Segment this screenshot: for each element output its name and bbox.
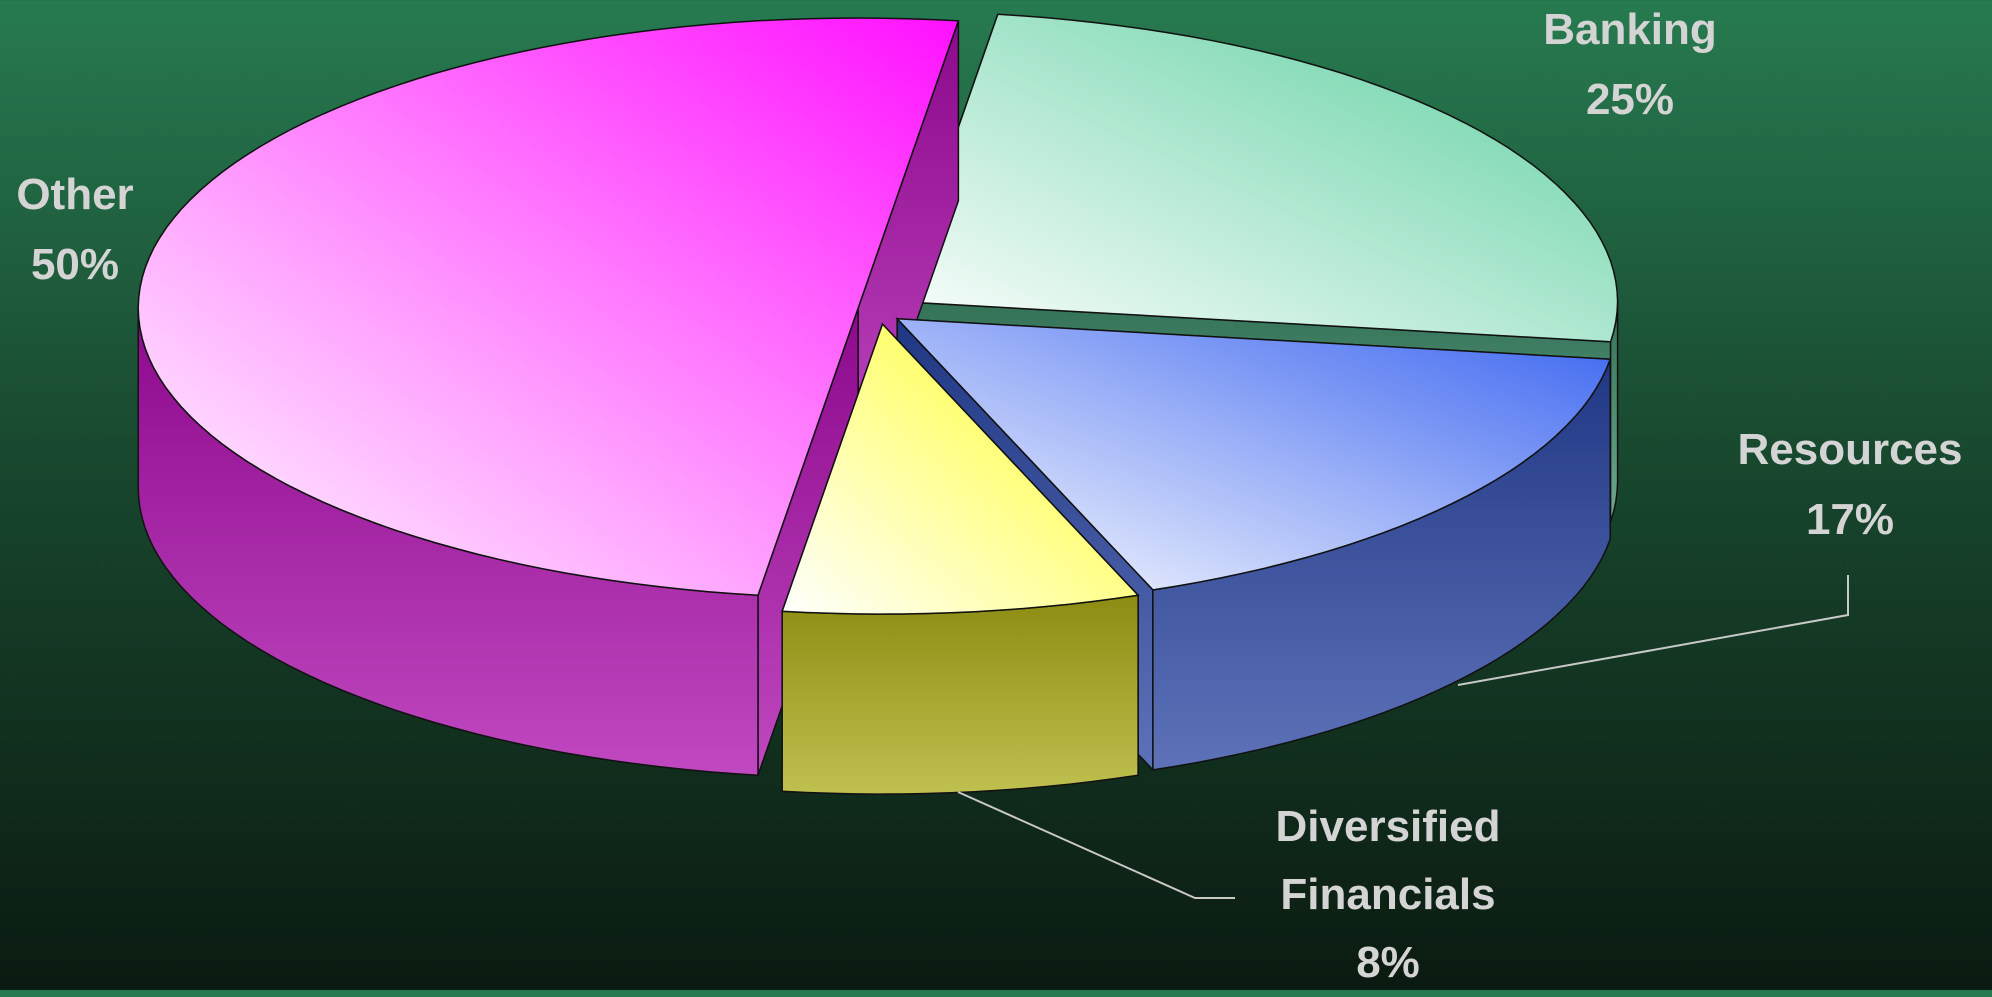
slice-label: Diversified Financials 8% bbox=[1238, 793, 1538, 997]
slice-label: Other 50% bbox=[0, 160, 225, 300]
slice bbox=[781, 322, 1140, 795]
slice bbox=[895, 317, 1612, 591]
slice-label: Banking 25% bbox=[1480, 0, 1780, 135]
slice bbox=[781, 322, 1140, 615]
category-label: Diversified Financials bbox=[1275, 802, 1501, 919]
slice bbox=[896, 13, 1619, 343]
slice-label: Resources 17% bbox=[1690, 415, 1992, 555]
leader-line bbox=[957, 791, 1235, 899]
category-label: Resources bbox=[1737, 425, 1963, 474]
slice bbox=[137, 17, 960, 596]
leader-line bbox=[1457, 575, 1849, 686]
value-label: 8% bbox=[1356, 938, 1420, 987]
category-label: Other bbox=[16, 170, 134, 219]
pie bbox=[137, 13, 1619, 795]
slice-wall bbox=[781, 594, 1139, 795]
value-label: 17% bbox=[1805, 495, 1895, 544]
value-label: 50% bbox=[30, 240, 120, 289]
value-label: 25% bbox=[1585, 75, 1675, 124]
category-label: Banking bbox=[1543, 5, 1717, 54]
